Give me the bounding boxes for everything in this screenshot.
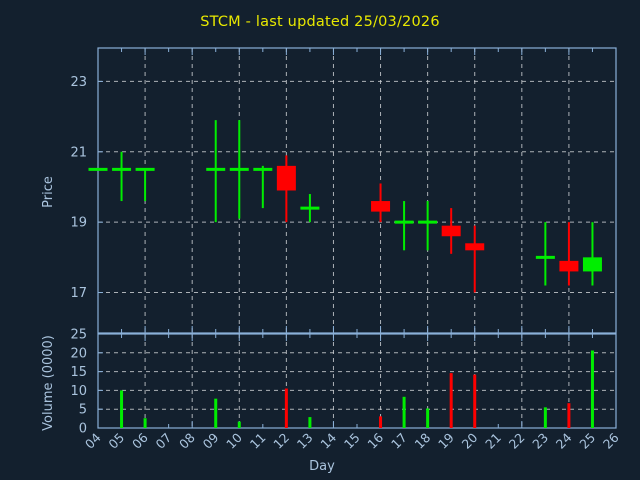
day-tick-label: 12 [270,430,292,452]
day-tick-label: 17 [388,430,410,452]
candle-day-23 [535,222,555,286]
day-tick-label: 13 [294,430,316,452]
volume-tick-label: 0 [79,422,87,437]
candle-body [465,243,485,251]
day-tick-label: 19 [435,430,457,452]
candle-body [276,165,296,191]
price-tick-label: 19 [70,216,87,231]
day-tick-label: 22 [506,430,528,452]
candle-day-6 [135,167,155,202]
candle-day-9 [206,120,226,223]
day-tick-label: 21 [482,430,504,452]
volume-tick-label: 15 [70,365,87,380]
candle-day-5 [112,151,132,202]
volume-axis-title: Volume (0000) [41,335,56,431]
candle-day-17 [394,201,414,251]
volume-tick-label: 5 [79,403,87,418]
day-tick-label: 11 [247,430,269,452]
volume-tick-label: 25 [70,328,87,343]
candle-day-19 [441,208,461,254]
price-tick-label: 17 [70,286,87,301]
day-tick-label: 07 [153,430,175,452]
candle-body [582,257,602,272]
day-tick-label: 26 [600,430,622,452]
candle-day-10 [229,120,249,219]
day-tick-label: 06 [129,430,151,452]
candle-day-20 [465,225,485,293]
day-tick-label: 16 [364,430,386,452]
volume-panel-frame [97,333,617,429]
volume-tick-label: 10 [70,384,87,399]
candle-day-16 [371,183,391,223]
price-panel-frame [97,47,617,334]
price-tick-label: 23 [70,75,87,90]
day-tick-label: 08 [176,430,198,452]
candle-day-18 [418,201,438,251]
candle-body [371,201,391,212]
day-tick-label: 23 [529,430,551,452]
candle-day-13 [300,194,320,223]
day-tick-label: 20 [459,430,481,452]
candle-day-24 [559,222,579,286]
price-tick-label: 21 [70,145,87,160]
day-tick-label: 25 [576,430,598,452]
price-axis-title: Price [41,176,56,208]
x-axis-title: Day [309,459,335,474]
candle-day-11 [253,165,273,209]
day-tick-label: 10 [223,430,245,452]
day-tick-label: 15 [341,430,363,452]
day-tick-label: 18 [412,430,434,452]
day-tick-label: 05 [105,430,127,452]
day-tick-label: 09 [200,430,222,452]
day-tick-label: 14 [317,430,339,452]
candle-body [559,260,579,272]
chart-title: STCM - last updated 25/03/2026 [200,14,440,30]
candle-body [441,225,461,237]
day-tick-label: 24 [553,430,575,452]
volume-tick-label: 20 [70,346,87,361]
candle-day-25 [582,222,602,286]
candle-day-12 [276,155,296,223]
